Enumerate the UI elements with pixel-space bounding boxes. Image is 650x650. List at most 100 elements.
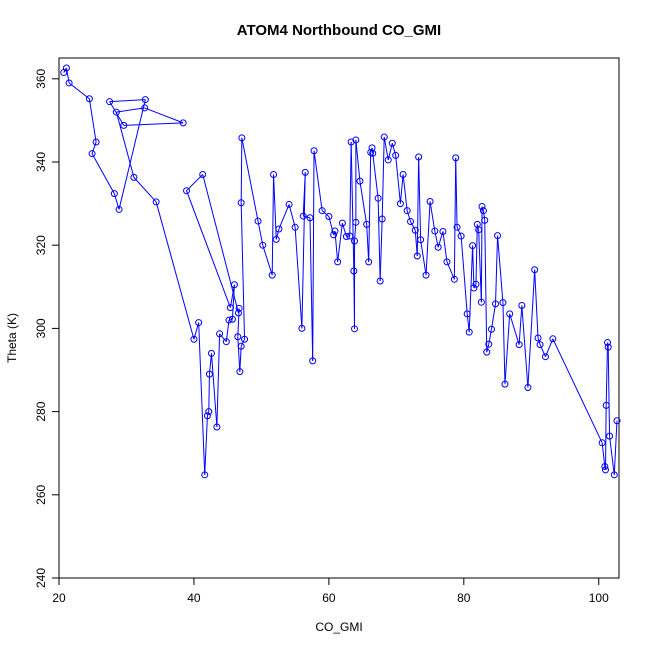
data-point — [439, 227, 447, 235]
data-point — [352, 136, 360, 144]
data-point — [475, 226, 483, 234]
data-point — [485, 340, 493, 348]
data-point — [85, 95, 93, 103]
x-tick-label: 40 — [187, 591, 201, 605]
series-line-segment — [206, 411, 210, 416]
data-point — [356, 177, 364, 185]
data-point — [515, 341, 523, 349]
data-point — [205, 370, 213, 378]
series-line-segment — [240, 339, 245, 347]
series-line-segment — [475, 224, 478, 285]
data-point — [604, 343, 612, 351]
series-line-segment — [237, 308, 240, 337]
series-line-segment — [395, 155, 401, 204]
series-line-segment — [406, 210, 411, 222]
series-line-segment — [349, 142, 352, 237]
data-point — [226, 304, 234, 312]
data-point — [120, 121, 128, 129]
data-point — [415, 153, 423, 161]
data-point — [237, 342, 245, 350]
data-point — [112, 108, 120, 116]
series-line-segment — [420, 239, 427, 276]
series-line-segment — [601, 442, 606, 467]
data-point — [92, 138, 100, 146]
data-point — [369, 149, 377, 157]
series-line-segment — [402, 174, 408, 211]
series-line-segment — [609, 436, 615, 475]
series-line-segment — [478, 229, 482, 303]
series-line-segment — [204, 415, 208, 475]
series-line-segment — [241, 137, 259, 222]
data-point — [179, 119, 187, 127]
data-point — [378, 215, 386, 223]
data-point — [216, 330, 224, 338]
series-line-segment — [91, 141, 97, 154]
data-point — [228, 315, 236, 323]
series-line-segment — [605, 342, 609, 406]
series-line-segment — [334, 231, 339, 262]
data-point — [306, 214, 314, 222]
data-point — [422, 271, 430, 279]
plot-frame — [58, 57, 620, 579]
data-point — [506, 310, 514, 318]
series-line-segment — [116, 107, 145, 113]
data-point — [610, 471, 618, 479]
series-line-segment — [208, 374, 210, 412]
series-line-segment — [123, 122, 184, 126]
x-tick-label: 100 — [589, 591, 609, 605]
series-line-segment — [497, 235, 504, 303]
data-point — [110, 190, 118, 198]
data-point — [470, 284, 478, 292]
data-point — [534, 334, 542, 342]
x-tick-label: 60 — [322, 591, 336, 605]
series-line-segment — [504, 313, 511, 385]
series-line-segment — [460, 236, 468, 314]
data-point — [205, 408, 213, 416]
data-point — [330, 231, 338, 239]
series-line-segment — [607, 342, 609, 348]
data-point — [374, 194, 382, 202]
data-point — [368, 144, 376, 152]
data-point — [268, 271, 276, 279]
data-point — [236, 368, 244, 376]
series-line-segment — [312, 150, 315, 361]
series-line-segment — [240, 202, 246, 340]
data-point — [152, 198, 160, 206]
series-line-segment — [225, 320, 230, 342]
data-point — [275, 225, 283, 233]
series-line-segment — [237, 336, 241, 372]
y-tick-label: 340 — [34, 152, 48, 172]
data-point — [325, 212, 333, 220]
y-tick-label: 240 — [34, 568, 48, 588]
x-axis-label: CO_GMI — [315, 620, 362, 634]
data-point — [201, 471, 209, 479]
data-point — [350, 267, 358, 275]
data-point — [388, 139, 396, 147]
series-line-segment — [186, 190, 231, 308]
data-point — [190, 335, 198, 343]
data-point — [417, 236, 425, 244]
data-point — [298, 324, 306, 332]
series-line-segment — [484, 220, 488, 353]
data-point — [531, 266, 539, 274]
series-line-segment — [337, 223, 343, 262]
series-line-segment — [481, 206, 484, 211]
series-line-segment — [605, 405, 607, 470]
series-line-segment — [257, 220, 264, 246]
data-point — [65, 79, 73, 87]
data-point — [207, 349, 215, 357]
series-line-segment — [368, 152, 372, 262]
data-point — [601, 463, 609, 471]
plot-frame-group — [58, 57, 620, 579]
series-line-segment — [278, 204, 290, 230]
series-line-segment — [509, 313, 520, 345]
series-lines — [63, 67, 618, 475]
series-line-segment — [229, 284, 235, 308]
y-axis-label: Theta (K) — [5, 313, 19, 363]
series-line-segment — [355, 139, 361, 182]
series-line-segment — [480, 206, 483, 303]
data-point — [318, 207, 326, 215]
series-line-segment — [490, 303, 497, 330]
data-point — [518, 302, 526, 310]
